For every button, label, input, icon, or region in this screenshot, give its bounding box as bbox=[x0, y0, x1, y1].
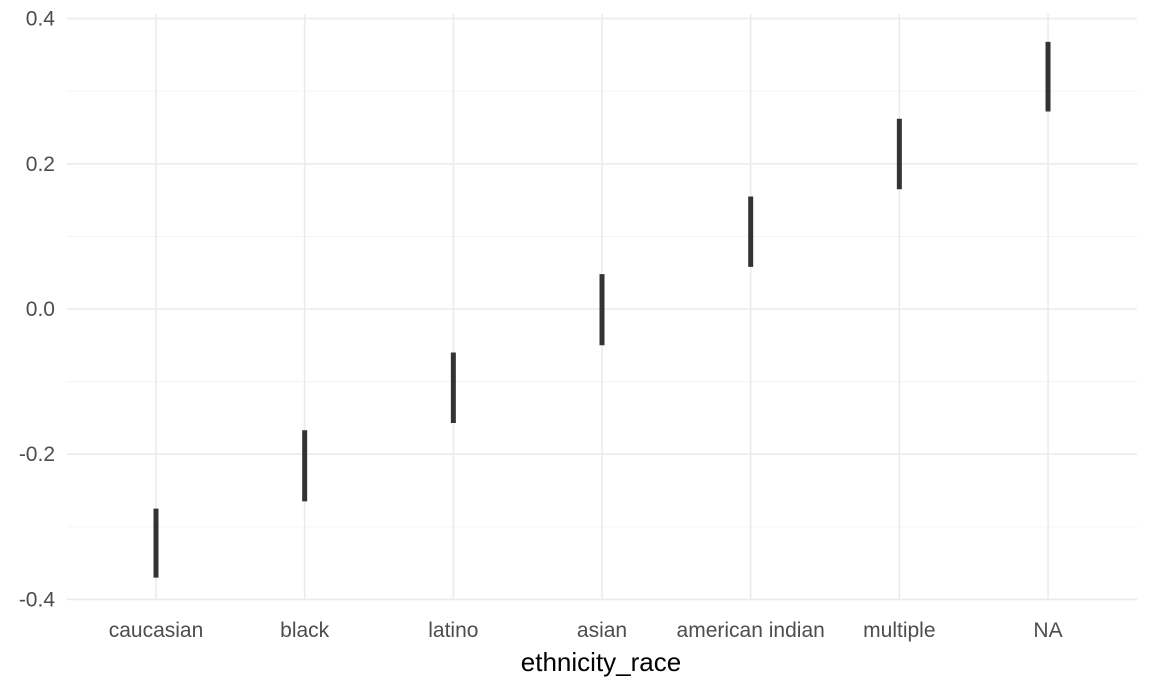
x-tick-label: black bbox=[280, 619, 330, 642]
x-axis-title: ethnicity_race bbox=[521, 647, 681, 677]
x-tick-label: latino bbox=[428, 619, 478, 642]
x-tick-label: american indian bbox=[677, 619, 825, 642]
x-tick-label: asian bbox=[577, 619, 627, 642]
y-tick-label: 0.4 bbox=[26, 8, 56, 31]
y-tick-label: 0.0 bbox=[26, 298, 55, 321]
y-tick-label: -0.4 bbox=[19, 588, 56, 611]
x-tick-label: multiple bbox=[863, 619, 935, 642]
y-tick-label: 0.2 bbox=[26, 153, 55, 176]
x-tick-label: caucasian bbox=[109, 619, 204, 642]
error-bars bbox=[153, 41, 1051, 578]
y-tick-label: -0.2 bbox=[19, 443, 55, 466]
x-axis-tick-labels: caucasian black latino asian american indian… bbox=[109, 619, 1063, 642]
y-axis-tick-labels: 0.4 0.2 0.0 -0.2 -0.4 bbox=[19, 8, 56, 612]
x-tick-label: NA bbox=[1033, 619, 1062, 642]
